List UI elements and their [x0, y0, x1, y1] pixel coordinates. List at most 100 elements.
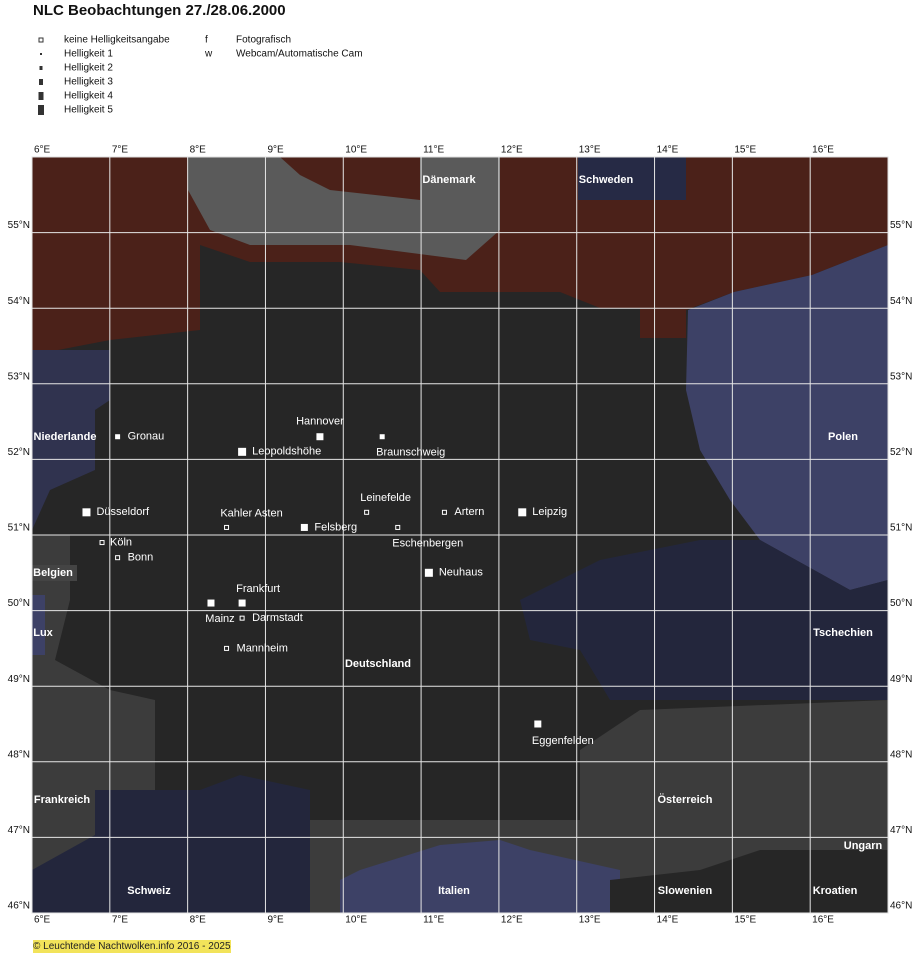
region — [32, 565, 77, 581]
country-label: Tschechien — [813, 627, 873, 639]
site-marker — [534, 720, 542, 728]
legend-label: Helligkeit 2 — [64, 63, 113, 74]
country-label: Dänemark — [422, 174, 476, 186]
lon-tick-label: 14°E — [657, 915, 679, 926]
lat-tick-label: 46°N — [890, 901, 912, 912]
legend-symbol — [40, 53, 42, 55]
site-label: Leinefelde — [360, 492, 411, 504]
site-marker — [115, 555, 121, 561]
lon-tick-label: 15°E — [734, 145, 756, 156]
site-label: Mainz — [205, 613, 234, 625]
lat-tick-label: 51°N — [890, 523, 912, 534]
lon-tick-label: 6°E — [34, 915, 51, 926]
country-label: Lux — [33, 627, 53, 639]
legend-label: Fotografisch — [236, 35, 291, 46]
region — [188, 157, 500, 260]
lon-tick-label: 9°E — [267, 915, 284, 926]
site-marker — [316, 433, 324, 441]
region — [610, 850, 888, 913]
site-marker — [224, 645, 230, 651]
country-label: Deutschland — [345, 658, 411, 670]
country-label: Ungarn — [844, 840, 883, 852]
site-marker — [395, 524, 401, 530]
site-label: Leopoldshöhe — [252, 446, 321, 458]
country-label: Niederlande — [34, 431, 97, 443]
lon-tick-label: 7°E — [112, 915, 129, 926]
lon-tick-label: 15°E — [734, 915, 756, 926]
country-label: Polen — [828, 431, 858, 443]
lat-tick-label: 46°N — [8, 901, 30, 912]
legend-key: w — [204, 49, 213, 60]
country-label: Schweden — [579, 174, 634, 186]
region — [32, 775, 310, 913]
region — [280, 157, 420, 200]
lat-tick-label: 54°N — [890, 296, 912, 307]
site-label: Eschenbergen — [392, 537, 463, 549]
lat-tick-label: 51°N — [8, 523, 30, 534]
lon-tick-label: 8°E — [190, 915, 207, 926]
site-label: Frankfurt — [236, 583, 280, 595]
site-label: Köln — [110, 536, 132, 548]
site-label: Darmstadt — [252, 612, 303, 624]
site-marker — [364, 509, 370, 515]
lon-tick-label: 16°E — [812, 915, 834, 926]
lon-tick-label: 14°E — [657, 145, 679, 156]
legend-label: Helligkeit 3 — [64, 77, 113, 88]
lon-tick-label: 13°E — [579, 915, 601, 926]
site-marker — [379, 434, 385, 440]
legend — [38, 37, 44, 115]
legend-symbol — [39, 66, 43, 70]
lat-tick-label: 53°N — [8, 371, 30, 382]
lon-tick-label: 9°E — [267, 145, 284, 156]
lon-tick-label: 12°E — [501, 915, 523, 926]
lat-tick-label: 48°N — [890, 749, 912, 760]
lat-tick-label: 47°N — [8, 825, 30, 836]
country-label: Belgien — [33, 567, 73, 579]
lat-tick-label: 49°N — [8, 674, 30, 685]
site-marker — [441, 509, 447, 515]
lat-tick-label: 49°N — [890, 674, 912, 685]
lat-tick-label: 53°N — [890, 371, 912, 382]
map-figure: NLC Beobachtungen 27./28.06.2000 keine H… — [8, 2, 913, 926]
site-marker — [300, 523, 308, 531]
site-label: Kahler Asten — [220, 507, 282, 519]
site-marker — [238, 447, 247, 456]
legend-symbol — [39, 79, 43, 85]
lat-tick-label: 52°N — [8, 447, 30, 458]
site-marker — [518, 508, 527, 517]
region — [520, 540, 888, 700]
site-marker — [424, 568, 433, 577]
site-label: Bonn — [128, 552, 154, 564]
site-label: Gronau — [128, 431, 165, 443]
lon-tick-label: 7°E — [112, 145, 129, 156]
country-label: Schweiz — [127, 885, 171, 897]
site-label: Hannover — [296, 416, 344, 428]
site-marker — [115, 434, 121, 440]
site-label: Braunschweig — [376, 447, 445, 459]
region — [32, 595, 45, 655]
country-label: Frankreich — [34, 794, 91, 806]
legend-label: Helligkeit 4 — [64, 91, 113, 102]
site-marker — [99, 540, 105, 546]
lat-tick-label: 50°N — [890, 598, 912, 609]
site-marker — [82, 508, 91, 517]
lat-tick-label: 55°N — [8, 220, 30, 231]
site-label: Düsseldorf — [96, 506, 150, 518]
legend-key: f — [205, 35, 208, 46]
legend-label: Webcam/Automatische Cam — [236, 49, 363, 60]
site-marker — [238, 599, 246, 607]
lon-tick-label: 10°E — [345, 145, 367, 156]
legend-symbol — [38, 37, 44, 43]
region — [340, 840, 620, 913]
country-label: Slowenien — [658, 885, 713, 897]
lat-tick-label: 48°N — [8, 749, 30, 760]
title: NLC Beobachtungen 27./28.06.2000 — [33, 2, 286, 19]
lat-tick-label: 54°N — [8, 296, 30, 307]
site-label: Neuhaus — [439, 567, 484, 579]
lon-tick-label: 13°E — [579, 145, 601, 156]
site-label: Eggenfelden — [532, 735, 594, 747]
lat-tick-label: 47°N — [890, 825, 912, 836]
legend-label: Helligkeit 1 — [64, 49, 113, 60]
